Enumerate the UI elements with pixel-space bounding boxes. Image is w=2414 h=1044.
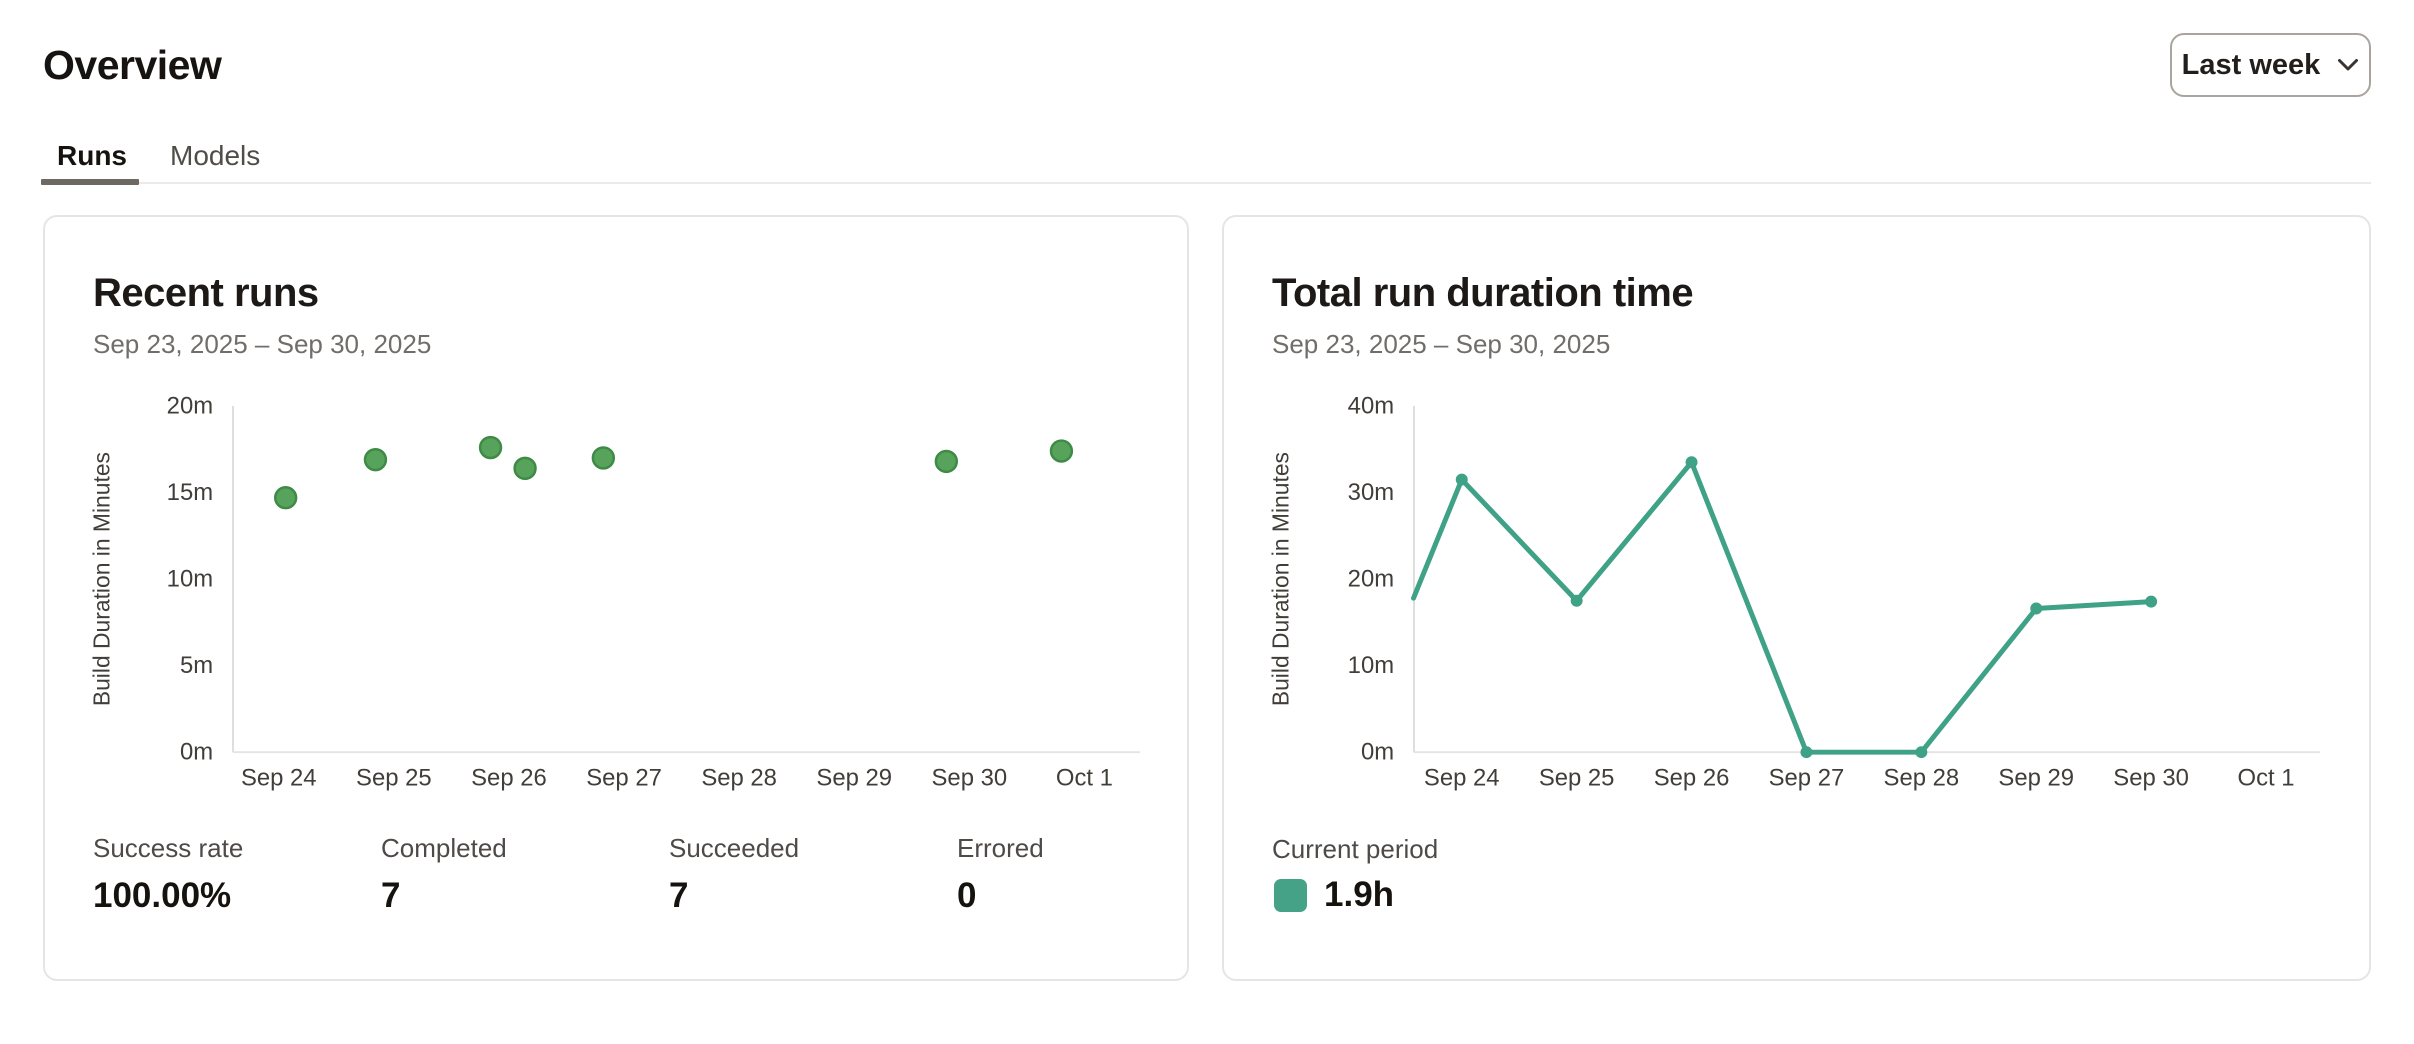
stat-value: 100.00% [93, 876, 232, 915]
y-axis-title: Build Duration in Minutes [89, 452, 115, 706]
legend-current-period: 1.9h [1274, 875, 1394, 915]
recent-runs-date-range: Sep 23, 2025 – Sep 30, 2025 [93, 329, 432, 359]
svg-text:Oct 1: Oct 1 [1056, 765, 1113, 792]
svg-text:40m: 40m [1348, 393, 1394, 420]
stat-completed: Completed 7 [381, 834, 669, 915]
svg-text:5m: 5m [180, 652, 213, 679]
y-tick-labels: 0m 5m 10m 15m 20m [167, 393, 213, 766]
stat-value: 7 [381, 876, 401, 915]
stat-value: 7 [669, 876, 689, 915]
recent-runs-title: Recent runs [93, 271, 319, 315]
svg-text:Sep 29: Sep 29 [816, 765, 892, 792]
svg-text:Sep 28: Sep 28 [701, 765, 777, 792]
svg-text:15m: 15m [167, 479, 213, 506]
stat-label: Completed [381, 833, 507, 863]
svg-text:Sep 24: Sep 24 [241, 765, 317, 792]
period-selector[interactable]: Last week [2170, 33, 2371, 97]
stat-errored: Errored 0 [957, 834, 1245, 915]
x-tick-labels: Sep 24 Sep 25 Sep 26 Sep 27 Sep 28 Sep 29 Sep … [241, 765, 1113, 792]
svg-text:0m: 0m [1361, 739, 1394, 766]
svg-text:Sep 28: Sep 28 [1884, 765, 1960, 792]
legend-swatch [1274, 878, 1307, 912]
series-line [1411, 456, 2158, 759]
active-tab-indicator [41, 179, 139, 185]
svg-text:Sep 27: Sep 27 [586, 765, 662, 792]
svg-text:10m: 10m [167, 566, 213, 593]
legend-value: 1.9h [1324, 875, 1395, 914]
stat-success-rate: Success rate 100.00% [93, 834, 381, 915]
svg-text:Sep 26: Sep 26 [1654, 765, 1730, 792]
y-tick-labels: 0m 10m 20m 30m 40m [1348, 393, 1394, 766]
stat-value: 0 [957, 876, 977, 915]
svg-text:0m: 0m [180, 739, 213, 766]
duration-title: Total run duration time [1272, 271, 1694, 315]
duration-card: Total run duration time Sep 23, 2025 – S… [1222, 215, 2371, 981]
run-stats: Success rate 100.00% Completed 7 Succeed… [93, 834, 1245, 915]
data-points [273, 435, 1074, 510]
svg-text:10m: 10m [1348, 652, 1394, 679]
svg-text:Sep 25: Sep 25 [1539, 765, 1615, 792]
svg-text:20m: 20m [167, 393, 213, 420]
stat-succeeded: Succeeded 7 [669, 834, 957, 915]
stat-label: Succeeded [669, 833, 800, 863]
svg-text:Sep 29: Sep 29 [1998, 765, 2074, 792]
legend-current-period-label: Current period [1272, 834, 1439, 864]
duration-date-range: Sep 23, 2025 – Sep 30, 2025 [1272, 329, 1611, 359]
svg-text:Build Duration in Minutes: Build Duration in Minutes [89, 452, 115, 706]
tab-models[interactable]: Models [170, 140, 261, 171]
stat-label: Success rate [93, 833, 244, 863]
svg-text:Sep 30: Sep 30 [932, 765, 1008, 792]
svg-text:Build Duration in Minutes: Build Duration in Minutes [1268, 452, 1294, 706]
svg-text:Oct 1: Oct 1 [2238, 765, 2295, 792]
svg-text:20m: 20m [1348, 566, 1394, 593]
svg-text:Sep 30: Sep 30 [2113, 765, 2189, 792]
svg-text:Sep 24: Sep 24 [1424, 765, 1500, 792]
x-tick-labels: Sep 24 Sep 25 Sep 26 Sep 27 Sep 28 Sep 29 Sep … [1424, 765, 2295, 792]
y-axis-title: Build Duration in Minutes [1268, 452, 1294, 706]
svg-text:Sep 25: Sep 25 [356, 765, 432, 792]
axis-lines [1413, 406, 2321, 754]
svg-text:Sep 26: Sep 26 [471, 765, 547, 792]
tab-runs[interactable]: Runs [57, 140, 127, 171]
stat-label: Errored [957, 833, 1044, 863]
tabs-divider [43, 182, 2371, 184]
recent-runs-card: Recent runs Sep 23, 2025 – Sep 30, 2025 … [43, 215, 1189, 981]
svg-text:30m: 30m [1348, 479, 1394, 506]
period-selector-value: Last week [2181, 48, 2321, 81]
chevron-down-icon [2338, 59, 2359, 71]
page-title: Overview [43, 42, 222, 88]
svg-text:Sep 27: Sep 27 [1769, 765, 1845, 792]
axis-lines [232, 406, 1141, 754]
